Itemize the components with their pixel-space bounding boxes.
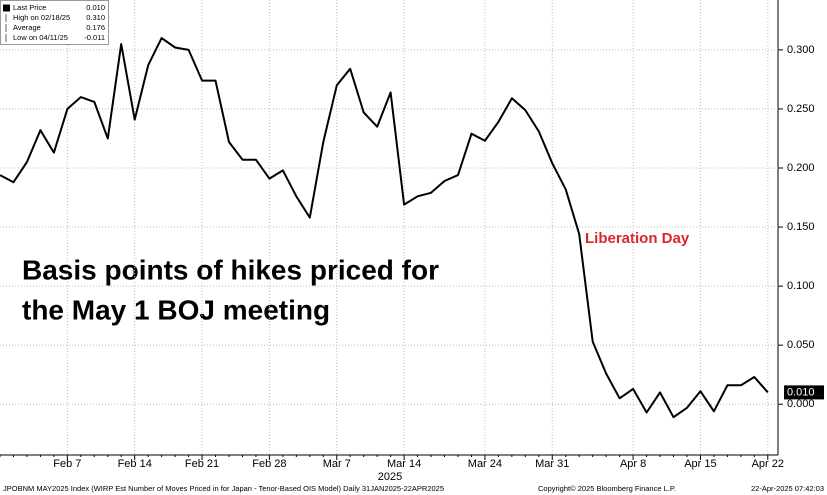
- legend-key: [3, 4, 10, 12]
- last-value-tag: [784, 385, 824, 400]
- x-tick-label: Feb 21: [185, 458, 219, 470]
- x-tick-label: Apr 8: [620, 458, 646, 470]
- legend-value: 0.176: [86, 23, 105, 32]
- legend-label: Average: [13, 23, 41, 32]
- y-tick-label: 0.050: [787, 339, 815, 351]
- annotation-line: the May 1 BOJ meeting: [22, 294, 330, 325]
- x-tick-label: Mar 31: [535, 458, 569, 470]
- y-tick-label: 0.250: [787, 103, 815, 115]
- legend-value: 0.310: [86, 13, 105, 22]
- line-series: [0, 37, 769, 419]
- legend-label: Low on 04/11/25: [13, 33, 68, 42]
- x-tick-label: Mar 7: [323, 458, 351, 470]
- footer-center: Copyright© 2025 Bloomberg Finance L.P.: [538, 484, 676, 493]
- x-tick-label: Feb 28: [252, 458, 286, 470]
- legend-box: [0, 0, 109, 45]
- annotation-line: Basis points of hikes priced for: [22, 254, 439, 285]
- x-tick-label: Feb 7: [53, 458, 81, 470]
- legend-label: Last Price: [13, 3, 46, 12]
- legend-label: High on 02/18/25: [13, 13, 70, 22]
- x-tick-label: Mar 24: [468, 458, 502, 470]
- year-label: 2025: [378, 471, 402, 483]
- y-tick-label: 0.200: [787, 162, 815, 174]
- x-tick-label: Apr 15: [684, 458, 716, 470]
- x-tick-label: Mar 14: [387, 458, 421, 470]
- x-tick-label: Feb 14: [118, 458, 152, 470]
- y-tick-label: 0.000: [787, 398, 815, 410]
- footer-right: 22-Apr-2025 07:42:03: [751, 484, 824, 493]
- x-tick-label: Apr 22: [752, 458, 784, 470]
- last-value-label: 0.010: [787, 386, 815, 398]
- y-tick-label: 0.100: [787, 280, 815, 292]
- legend-value: 0.010: [86, 3, 105, 12]
- legend-value: -0.011: [84, 33, 105, 42]
- y-tick-label: 0.150: [787, 221, 815, 233]
- event-label: Liberation Day: [585, 230, 690, 247]
- y-tick-label: 0.300: [787, 44, 815, 56]
- footer-left: JPOBNM MAY2025 Index (WIRP Est Number of…: [3, 484, 444, 493]
